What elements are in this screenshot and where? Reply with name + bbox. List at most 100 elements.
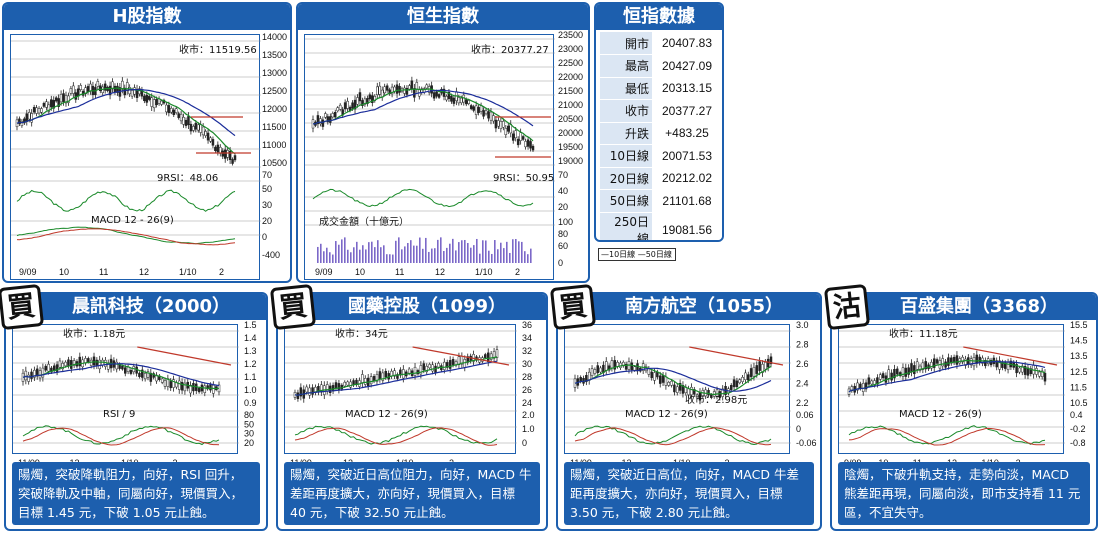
hsi-vol-bar (449, 243, 451, 263)
hsi-vol-bar (458, 242, 460, 263)
hsi-vol-bar (395, 240, 397, 263)
hsi-vol-bar (404, 246, 406, 263)
stock2-tick: 28 (522, 372, 532, 382)
candle-body (172, 379, 175, 388)
candle-body (890, 372, 893, 381)
hsi-vol-bar (335, 241, 337, 263)
candle-body (482, 110, 485, 117)
candle-body (177, 113, 180, 118)
hsi-vol-bar (479, 253, 481, 263)
candle-body (108, 85, 112, 96)
candle-body (984, 360, 987, 367)
candle-body (732, 379, 736, 388)
candle-body (206, 132, 210, 141)
stats-key: 50日線 (600, 189, 652, 213)
candle-body (521, 136, 525, 140)
candle-body (489, 111, 493, 121)
hsi-x-tick: 2 (515, 267, 520, 277)
stock3-ma-long-line (574, 367, 772, 392)
hsi-rsi-line (312, 188, 534, 208)
hsi-vol-bar (326, 247, 328, 263)
stats-key: 250日線 (600, 212, 652, 240)
hsi-vol-bar (329, 252, 331, 263)
candle-body (228, 150, 232, 160)
candle-body (194, 122, 198, 130)
candle-body (223, 149, 227, 159)
candle-body (121, 365, 124, 370)
hsi-chart: 收市：20377.27 9RSI：50.95 成交金額（十億元） 9/09 10 11 12… (304, 34, 555, 280)
stats-value: +483.25 (652, 122, 722, 145)
candle-body (130, 90, 134, 97)
stats-row: 最高 20427.09 (600, 54, 722, 78)
stock2-sub-tick: 0 (522, 438, 527, 448)
candle-body (947, 357, 950, 366)
hsi-vol-bar (371, 241, 373, 263)
stock1-ma-long-line (22, 363, 220, 387)
candle-body (1035, 368, 1038, 375)
candle-body (184, 119, 188, 126)
candle-body (413, 88, 416, 98)
candle-body (316, 115, 320, 125)
stats-table: 開市 20407.83 最高 20427.09 最低 20313.15 收市 20377.27… (600, 32, 722, 240)
candle-body (353, 99, 357, 110)
candle-body (1015, 364, 1018, 374)
candle-body (766, 358, 770, 368)
hindex-chart: 收市：11519.56 9RSI：48.06 MACD 12 - 26(9) 9/09… (10, 34, 261, 280)
candle-body (457, 97, 461, 104)
candle-body (693, 389, 696, 395)
candle-body (351, 102, 354, 109)
candle-body (437, 94, 441, 98)
candle-body (384, 371, 388, 378)
stock2-tick: 32 (522, 346, 532, 356)
candle-body (35, 107, 38, 114)
stock1-sub-signal (22, 427, 220, 446)
hsi-vol-bar (509, 252, 511, 263)
candle-body (183, 382, 187, 392)
hsi-vol-bar (527, 254, 529, 263)
candle-body (451, 359, 455, 365)
candle-body (62, 93, 65, 102)
hsi-tick: 23500 (558, 30, 583, 40)
hsi-x-tick: 12 (435, 267, 445, 277)
candle-body (333, 112, 337, 118)
stats-value: 20407.83 (652, 32, 722, 55)
stock4-sub-signal (848, 427, 1046, 446)
candle-body (203, 385, 207, 393)
candle-body (197, 124, 200, 131)
candle-body (52, 100, 55, 109)
stock2-ma-line (294, 356, 498, 396)
hindex-tick: 10500 (262, 158, 287, 168)
candle-body (870, 380, 873, 385)
stock4-chart: 收市：11.18元 MACD 12 - 26(9) (838, 324, 1065, 454)
candle-body (930, 361, 933, 369)
stock3-chart: 收市：2.98元 MACD 12 - 26(9) (564, 324, 791, 454)
candle-body (89, 359, 93, 366)
hsi-vol-bar (356, 241, 358, 263)
candle-body (204, 131, 207, 136)
hsi-vol-bar (464, 239, 466, 263)
candle-body (1018, 367, 1021, 373)
stock4-stamp: 沽 (823, 283, 871, 331)
candle-body (182, 117, 185, 125)
candle-body (103, 83, 107, 91)
candle-body (408, 85, 411, 90)
stats-legend: —10日線 —50日線 (598, 248, 676, 261)
hsi-vol-bar (503, 248, 505, 263)
candle-body (214, 146, 217, 151)
candle-body (403, 87, 406, 94)
candle-body (78, 356, 82, 367)
hsi-vol-label: 成交金額（十億元） (319, 215, 409, 228)
hindex-x-tick: 10 (59, 267, 69, 277)
candle-body (45, 101, 48, 108)
candle-body (361, 100, 364, 106)
candle-body (419, 365, 423, 375)
candle-body (169, 381, 172, 389)
candle-body (755, 365, 759, 374)
candle-body (138, 372, 141, 377)
hindex-tick: 11000 (262, 140, 286, 150)
hindex-tick: 12500 (262, 86, 287, 96)
candle-body (585, 375, 588, 383)
candle-body (715, 389, 719, 397)
candle-body (502, 121, 505, 128)
candle-body (670, 380, 673, 386)
